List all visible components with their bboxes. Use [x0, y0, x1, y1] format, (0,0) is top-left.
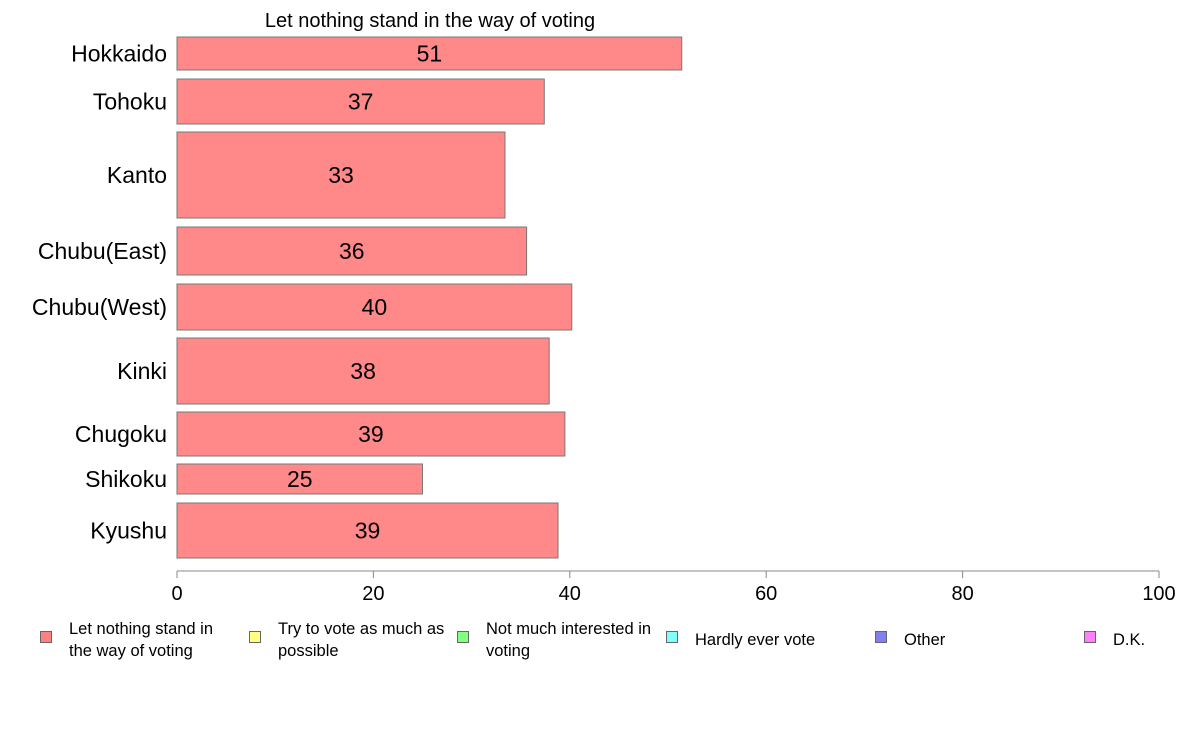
bar-kanto [176, 131, 506, 219]
bar-chugoku [176, 411, 566, 457]
legend-item: D.K. [1084, 618, 1145, 651]
legend-swatch [666, 631, 678, 643]
x-axis: 0 20 40 60 80 100 [171, 570, 1176, 605]
legend-item: Try to vote as much as possible [249, 618, 453, 662]
category-label: Chugoku [75, 421, 167, 447]
data-label: 39 [358, 421, 384, 447]
bar-kyushu [176, 502, 559, 559]
category-label: Kinki [117, 358, 167, 384]
legend-label: Let nothing stand in the way of voting [69, 620, 214, 660]
x-tick-label: 40 [559, 583, 581, 605]
data-label: 37 [348, 89, 374, 115]
data-label: 25 [287, 466, 313, 492]
category-label: Chubu(West) [32, 294, 167, 320]
legend-label: Not much interested in voting [486, 620, 652, 660]
category-label: Shikoku [85, 466, 167, 492]
category-label: Kanto [107, 162, 167, 188]
legend: Let nothing stand in the way of voting Tr… [0, 618, 1188, 678]
bar-chart: Let nothing stand in the way of voting H… [32, 10, 1176, 605]
legend-label: Try to vote as much as possible [278, 620, 445, 660]
bar-shikoku [176, 463, 423, 495]
x-tick-label: 100 [1142, 583, 1175, 605]
legend-swatch [249, 631, 261, 643]
category-label: Tohoku [93, 89, 167, 115]
data-label: 38 [350, 358, 376, 384]
legend-swatch [875, 631, 887, 643]
x-tick-label: 0 [171, 583, 182, 605]
legend-label: Other [904, 631, 946, 649]
legend-item: Not much interested in voting [457, 618, 661, 662]
legend-item: Let nothing stand in the way of voting [40, 618, 234, 662]
x-tick-label: 80 [951, 583, 973, 605]
legend-item: Hardly ever vote [666, 618, 815, 651]
bar-tohoku [176, 78, 545, 125]
legend-swatch [1084, 631, 1096, 643]
data-label: 39 [355, 518, 381, 544]
legend-swatch [457, 631, 469, 643]
bars-group: Hokkaido 51 Tohoku 37 Kanto 33 Chubu(East) 36 Ch… [32, 36, 683, 559]
bar-hokkaido [176, 36, 683, 71]
legend-label: D.K. [1113, 631, 1146, 649]
bar-chubu-east [176, 226, 528, 276]
bar-kinki [176, 337, 550, 405]
data-label: 36 [339, 238, 365, 264]
legend-swatch [40, 631, 52, 643]
data-label: 51 [417, 41, 443, 67]
category-label: Hokkaido [71, 41, 167, 67]
data-label: 40 [362, 294, 388, 320]
category-label: Chubu(East) [38, 238, 167, 264]
bar-chubu-west [176, 283, 573, 331]
data-label: 33 [328, 162, 354, 188]
legend-label: Hardly ever vote [695, 631, 816, 649]
chart-title: Let nothing stand in the way of voting [265, 10, 595, 32]
x-tick-label: 60 [755, 583, 777, 605]
legend-item: Other [875, 618, 945, 651]
category-label: Kyushu [90, 518, 167, 544]
x-tick-label: 20 [362, 583, 384, 605]
